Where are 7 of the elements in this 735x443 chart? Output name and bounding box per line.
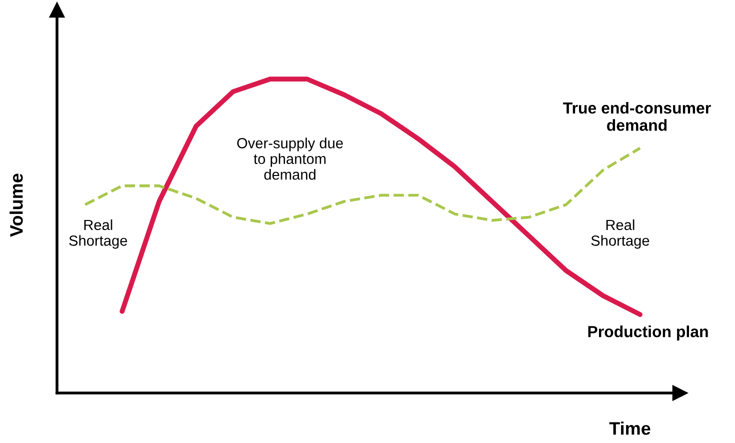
annotation: Real Shortage (69, 219, 128, 249)
x-axis-title: Time (609, 422, 650, 435)
annotation: Real Shortage (591, 219, 650, 249)
annotation: Over-supply due to phantom demand (237, 138, 343, 180)
y-axis-title: Volume (10, 174, 23, 237)
series-label: True end-consumer demand (563, 102, 711, 131)
series-label: Production plan (588, 326, 708, 340)
